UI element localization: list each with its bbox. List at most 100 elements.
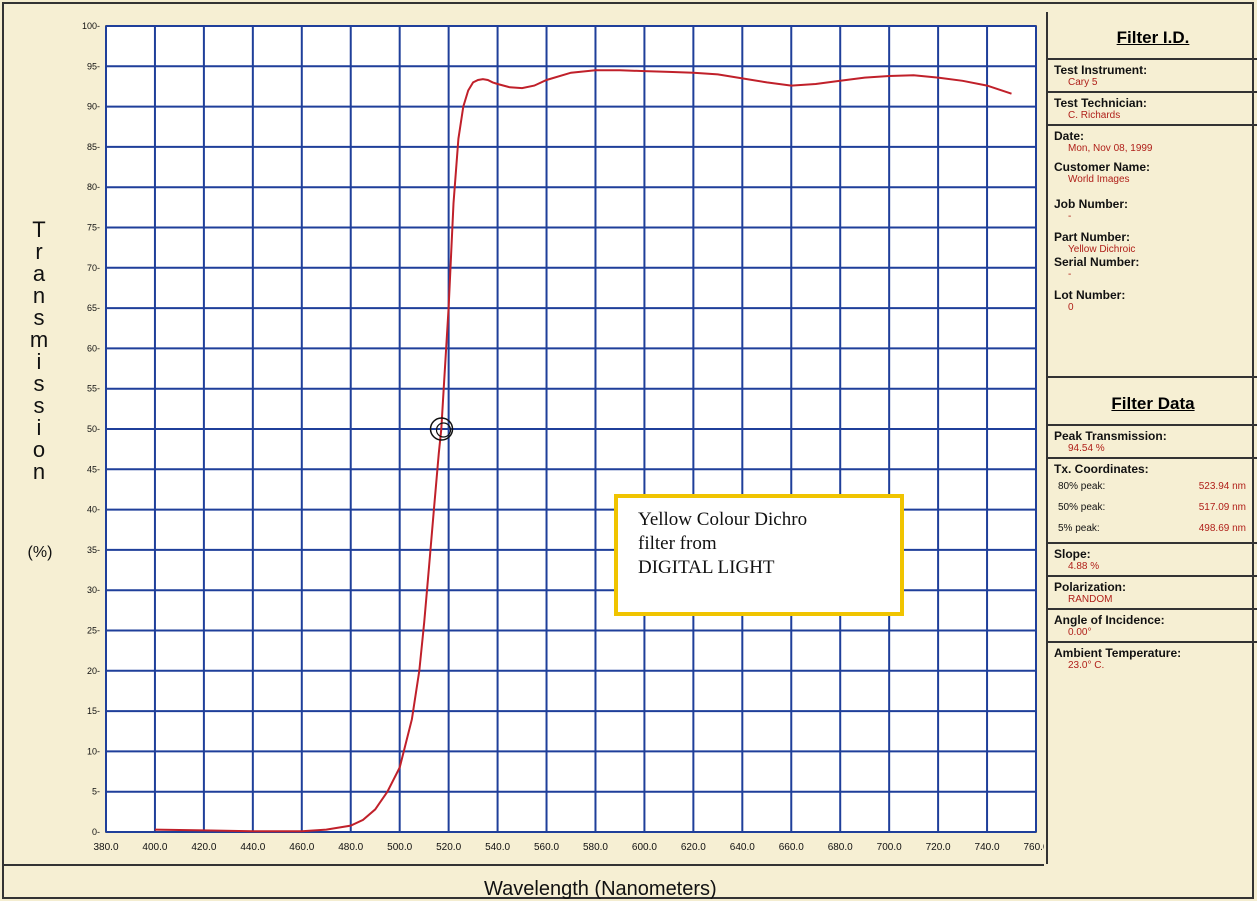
y-tick-label: 95- xyxy=(87,61,100,71)
y-tick-label: 15- xyxy=(87,706,100,716)
x-tick-labels: 380.0 400.0 420.0 440.0 460.0 480.0 500.0 520.0… xyxy=(93,842,1044,853)
polarization-box: Polarization: RANDOM xyxy=(1048,577,1257,610)
y-tick-label: 85- xyxy=(87,142,100,152)
y-tick-label: 65- xyxy=(87,303,100,313)
y-tick-label: 5- xyxy=(92,787,100,797)
y-axis-label-char: r xyxy=(35,239,43,264)
test-instrument-label: Test Instrument: xyxy=(1054,63,1148,77)
y-tick-label: 50- xyxy=(87,424,100,434)
x-tick-label: 580.0 xyxy=(583,842,608,853)
coord-50-value: 517.09 nm xyxy=(1198,502,1246,513)
coord-80-key: 80% peak: xyxy=(1058,481,1106,492)
job-details-box: Date: Mon, Nov 08, 1999 Customer Name: W… xyxy=(1048,126,1257,378)
x-tick-label: 600.0 xyxy=(632,842,657,853)
coord-80-value: 523.94 nm xyxy=(1198,481,1246,492)
y-axis-label-char: a xyxy=(32,261,46,286)
peak-box: Peak Transmission: 94.54 % xyxy=(1048,426,1257,459)
x-axis-label: Wavelength (Nanometers) xyxy=(484,878,717,900)
ambient-label: Ambient Temperature: xyxy=(1054,646,1182,660)
annotation-line-1: Yellow Colour Dichro xyxy=(638,509,808,530)
polarization-value: RANDOM xyxy=(1068,594,1113,605)
y-tick-label: 100- xyxy=(82,21,100,31)
x-tick-label: 700.0 xyxy=(877,842,902,853)
date-value: Mon, Nov 08, 1999 xyxy=(1068,143,1153,154)
x-tick-label: 400.0 xyxy=(142,842,167,853)
date-label: Date: xyxy=(1054,129,1085,143)
y-tick-label: 60- xyxy=(87,343,100,353)
chart-bottom-rule xyxy=(4,864,1044,866)
coord-50-key: 50% peak: xyxy=(1058,502,1106,513)
y-tick-label: 90- xyxy=(87,102,100,112)
y-tick-label: 80- xyxy=(87,182,100,192)
coord-row-5: 5% peak: 498.69 nm xyxy=(1054,518,1252,539)
annotation-line-3: DIGITAL LIGHT xyxy=(638,557,775,578)
job-label: Job Number: xyxy=(1054,197,1129,211)
x-tick-label: 640.0 xyxy=(730,842,755,853)
filter-data-title: Filter Data xyxy=(1048,378,1257,426)
x-tick-label: 440.0 xyxy=(240,842,265,853)
x-tick-label: 720.0 xyxy=(926,842,951,853)
y-axis-label-char: i xyxy=(36,415,42,440)
x-tick-label: 460.0 xyxy=(289,842,314,853)
y-tick-label: 55- xyxy=(87,384,100,394)
y-tick-label: 70- xyxy=(87,263,100,273)
x-tick-label: 380.0 xyxy=(93,842,118,853)
coord-row-80: 80% peak: 523.94 nm xyxy=(1054,476,1252,497)
coord-5-value: 498.69 nm xyxy=(1198,523,1246,534)
y-tick-label: 35- xyxy=(87,545,100,555)
x-tick-label: 560.0 xyxy=(534,842,559,853)
half-power-marker-inner xyxy=(435,422,452,438)
x-tick-label: 480.0 xyxy=(338,842,363,853)
y-tick-label: 0- xyxy=(92,827,100,837)
x-tick-label: 620.0 xyxy=(681,842,706,853)
customer-label: Customer Name: xyxy=(1054,160,1151,174)
coords-box: Tx. Coordinates: 80% peak: 523.94 nm 50%… xyxy=(1048,459,1257,544)
x-tick-label: 500.0 xyxy=(387,842,412,853)
half-power-marker xyxy=(429,417,454,441)
angle-label: Angle of Incidence: xyxy=(1054,613,1165,627)
annotation-line-2: filter from xyxy=(638,533,717,554)
y-tick-label: 45- xyxy=(87,464,100,474)
x-tick-label: 540.0 xyxy=(485,842,510,853)
y-axis-label-char: n xyxy=(32,283,46,308)
y-axis-label-char: s xyxy=(33,393,45,418)
polarization-label: Polarization: xyxy=(1054,580,1127,594)
lot-value: 0 xyxy=(1068,302,1074,313)
slope-box: Slope: 4.88 % xyxy=(1048,544,1257,577)
y-tick-label: 30- xyxy=(87,585,100,595)
ambient-value: 23.0° C. xyxy=(1068,660,1105,671)
y-axis-label-char: m xyxy=(29,327,49,352)
y-tick-labels: 0- 5- 10- 15- 20- 25- 30- 35- 40- 45- 50- 55- 60- 65-… xyxy=(82,21,100,837)
x-tick-label: 420.0 xyxy=(191,842,216,853)
peak-value: 94.54 % xyxy=(1068,443,1105,454)
y-tick-label: 25- xyxy=(87,626,100,636)
test-technician-value: C. Richards xyxy=(1068,110,1121,121)
y-axis-label-char: s xyxy=(33,371,45,396)
filter-id-title: Filter I.D. xyxy=(1048,12,1257,60)
y-axis-label-char: s xyxy=(33,305,45,330)
y-axis-label-char: i xyxy=(36,349,42,374)
transmission-chart: 0- 5- 10- 15- 20- 25- 30- 35- 40- 45- 50- 55- 60- 65-… xyxy=(82,21,1044,853)
test-technician-box: Test Technician: C. Richards xyxy=(1048,93,1257,126)
y-axis-label-char: n xyxy=(32,459,46,484)
x-tick-label: 520.0 xyxy=(436,842,461,853)
ambient-box: Ambient Temperature: 23.0° C. xyxy=(1048,643,1257,674)
serial-value: - xyxy=(1068,269,1072,280)
x-tick-label: 740.0 xyxy=(975,842,1000,853)
y-tick-label: 40- xyxy=(87,505,100,515)
coords-label: Tx. Coordinates: xyxy=(1054,462,1149,476)
transmission-curve xyxy=(154,69,1012,833)
test-technician-label: Test Technician: xyxy=(1054,96,1147,110)
y-axis-label-char: T xyxy=(32,217,46,242)
test-instrument-box: Test Instrument: Cary 5 xyxy=(1048,60,1257,93)
x-tick-label: 680.0 xyxy=(828,842,853,853)
y-axis-label-char: o xyxy=(32,437,46,462)
part-label: Part Number: xyxy=(1054,230,1131,244)
slope-value: 4.88 % xyxy=(1068,561,1100,572)
annotation-box: Yellow Colour Dichro filter from DIGITAL… xyxy=(614,494,904,616)
job-value: - xyxy=(1068,211,1072,222)
y-tick-label: 10- xyxy=(87,746,100,756)
customer-value: World Images xyxy=(1068,174,1130,185)
